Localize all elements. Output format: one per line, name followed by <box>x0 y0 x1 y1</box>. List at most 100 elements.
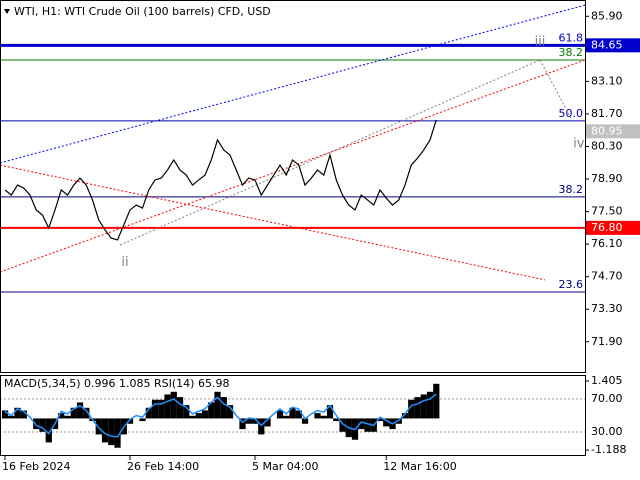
title-icon <box>4 9 10 14</box>
x-tick-label: 16 Feb 2024 <box>2 460 70 473</box>
macd-bar <box>383 418 390 427</box>
macd-bar <box>108 418 115 446</box>
trend-line <box>539 59 573 121</box>
y-tick-label: 76.10 <box>591 237 623 250</box>
price-tag-label: 84.65 <box>591 38 623 51</box>
x-tick-label: 5 Mar 04:00 <box>252 460 318 473</box>
macd-bar <box>58 413 65 419</box>
y-tick-label: 81.70 <box>591 107 623 120</box>
level-label: 38.2 <box>559 46 584 59</box>
trend-line <box>0 4 586 164</box>
level-label: 23.6 <box>559 278 584 291</box>
macd-bar <box>264 418 271 427</box>
macd-bar <box>164 394 171 419</box>
macd-bar <box>208 402 215 419</box>
y2-tick-label: 70.00 <box>591 392 623 405</box>
macd-bar <box>376 418 384 422</box>
price-tag-label: 80.95 <box>591 124 623 137</box>
y-tick-label: 74.70 <box>591 270 623 283</box>
macd-bar <box>320 415 327 419</box>
macd-bar <box>95 418 102 435</box>
macd-bar <box>189 415 196 419</box>
chart-title: WTI, H1: WTI Crude Oil (100 barrels) CFD… <box>14 5 271 18</box>
macd-bar <box>39 418 46 432</box>
macd-bar <box>101 418 109 443</box>
price-tag <box>586 38 640 53</box>
macd-bar <box>201 410 209 419</box>
macd-bar <box>158 399 165 419</box>
macd-bar <box>220 397 227 419</box>
y-tick-label: 77.50 <box>591 205 623 218</box>
price-tag <box>586 220 640 235</box>
macd-bar <box>251 418 259 424</box>
price-tag-label: 76.80 <box>591 221 623 234</box>
macd-bar <box>401 413 409 419</box>
y-tick-label: 1.405 <box>591 374 623 387</box>
macd-bar <box>333 418 340 422</box>
x-tick-label: 12 Mar 16:00 <box>383 460 456 473</box>
macd-bar <box>326 405 334 419</box>
wave-label: iv <box>573 137 585 152</box>
macd-bar <box>183 405 190 419</box>
rsi-line <box>4 393 437 438</box>
macd-bar <box>301 418 309 424</box>
macd-bar <box>176 397 184 419</box>
x-tick-label: 26 Feb 14:00 <box>127 460 199 473</box>
macd-bar <box>433 383 440 419</box>
macd-bar <box>214 391 221 419</box>
trend-line <box>119 59 541 246</box>
macd-bar <box>364 418 371 432</box>
macd-bar <box>64 415 71 419</box>
macd-bar <box>420 394 427 419</box>
macd-bar <box>239 418 246 430</box>
indicator-legend: MACD(5,34,5) 0.996 1.085 RSI(14) 65.98 <box>4 377 229 390</box>
macd-bar <box>414 397 421 419</box>
price-line <box>4 119 437 241</box>
macd-bar <box>339 418 346 432</box>
macd-bar <box>170 391 177 419</box>
level-label: 61.8 <box>559 31 584 44</box>
macd-bar <box>358 418 365 430</box>
macd-bar <box>295 410 302 419</box>
indicator-frame <box>0 375 586 456</box>
macd-bar <box>139 418 146 422</box>
macd-bar <box>8 415 15 419</box>
macd-bar <box>314 413 321 419</box>
macd-bar <box>83 407 90 419</box>
macd-bar <box>276 410 284 419</box>
macd-bar <box>70 407 77 419</box>
macd-bar <box>33 418 40 430</box>
macd-bar <box>126 418 134 424</box>
macd-bar <box>195 413 202 419</box>
y-tick-label: 71.90 <box>591 335 623 348</box>
y2-tick-label: 30.00 <box>591 425 623 438</box>
price-tag <box>586 124 640 139</box>
macd-bar <box>245 418 252 424</box>
macd-bar <box>20 410 27 419</box>
trend-line <box>0 164 546 281</box>
y-tick-label: 80.30 <box>591 139 623 152</box>
y-tick-label: -1.188 <box>591 443 626 456</box>
macd-bar <box>151 399 159 419</box>
macd-bar <box>1 410 9 419</box>
y-tick-label: 78.90 <box>591 172 623 185</box>
macd-bar <box>289 407 296 419</box>
macd-bar <box>114 418 121 448</box>
y-tick-label: 73.30 <box>591 302 623 315</box>
y-tick-label: 85.90 <box>591 9 623 22</box>
macd-bar <box>14 407 21 419</box>
macd-bar <box>283 415 290 419</box>
macd-bar <box>45 418 52 443</box>
macd-bar <box>426 391 434 419</box>
wave-label: ii <box>121 255 128 270</box>
macd-bar <box>76 402 84 419</box>
macd-bar <box>408 399 415 419</box>
y-tick-label: 83.10 <box>591 74 623 87</box>
level-label: 50.0 <box>559 107 584 120</box>
main-frame <box>0 0 586 373</box>
macd-bar <box>226 405 234 419</box>
wave-label: iii <box>535 34 546 49</box>
